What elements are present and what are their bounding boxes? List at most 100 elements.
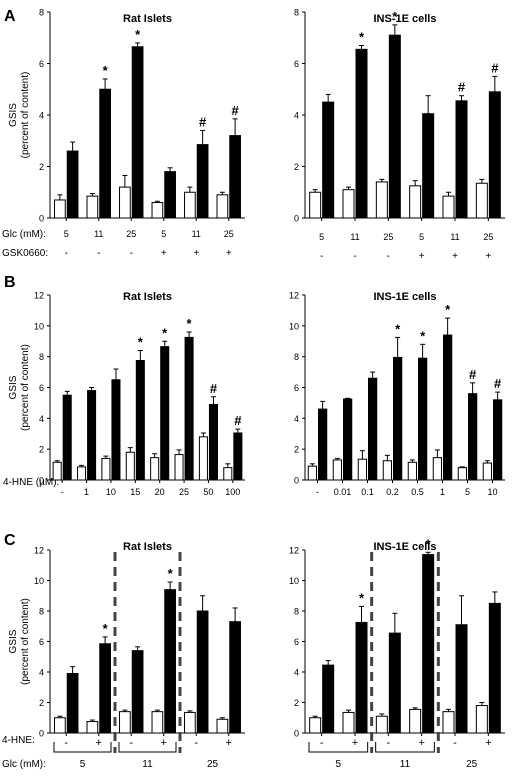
chart-b-left: Rat Islets 0 2 4 6 8 10 12 GSIS (percent of conte… <box>8 291 245 497</box>
y-tick-label: 8 <box>294 352 299 362</box>
significance-star: * <box>103 63 109 78</box>
hne-value: + <box>352 737 358 749</box>
bar-black <box>160 346 170 481</box>
significance-star: * <box>359 29 365 44</box>
gsk-value: - <box>65 248 68 259</box>
bar-white <box>223 467 233 481</box>
significance-star: * <box>103 621 109 636</box>
bar-white <box>442 711 455 734</box>
bar-black <box>62 394 72 481</box>
bar-black <box>488 91 501 219</box>
y-axis-label: (percent of content) <box>20 344 31 431</box>
y-tick-label: 10 <box>34 321 44 331</box>
c-hne-label: 4-HNE: <box>2 735 35 746</box>
bar-black <box>164 171 176 219</box>
glc-group-label: 25 <box>207 759 219 770</box>
significance-star: * <box>138 335 144 350</box>
bar-white <box>151 711 164 734</box>
y-tick-label: 4 <box>294 414 299 424</box>
chart-title: Rat Islets <box>123 291 172 303</box>
bar-white <box>475 182 488 219</box>
significance-star: * <box>135 27 141 42</box>
gsk-value: - <box>353 251 356 262</box>
y-tick-label: 8 <box>294 607 299 617</box>
y-tick-label: 6 <box>294 383 299 393</box>
significance-star: * <box>420 328 426 343</box>
bar-black <box>322 101 335 219</box>
bar-white <box>86 721 99 734</box>
bar-white <box>198 436 208 481</box>
bar-black <box>131 650 144 734</box>
bar-white <box>101 457 111 481</box>
significance-star: * <box>445 302 451 317</box>
a-glc-label: Glc (mM): <box>2 229 46 240</box>
glc-value: 25 <box>483 232 493 242</box>
bar-black <box>422 113 435 219</box>
y-tick-label: 4 <box>294 668 299 678</box>
chart-title: INS-1E cells <box>374 13 437 25</box>
chart-c-right: INS-1E cells 0 2 4 6 8 10 12 * * - + - + - +5 11 25 <box>289 536 505 770</box>
y-tick-label: 0 <box>294 476 299 486</box>
y-tick-label: 4 <box>39 414 44 424</box>
glc-value: 5 <box>419 232 424 242</box>
bar-black <box>318 408 328 481</box>
bar-white <box>86 195 99 219</box>
significance-star: * <box>392 9 398 24</box>
significance-star: * <box>359 590 365 605</box>
group-bracket <box>118 742 177 753</box>
c-row-labels: 4-HNE: Glc (mM): <box>2 735 46 770</box>
significance-hash: # <box>469 367 477 382</box>
hne-value: - <box>453 737 457 749</box>
bar-white <box>309 191 322 219</box>
x-tick-label: 10 <box>106 487 116 497</box>
y-tick-label: 0 <box>294 214 299 224</box>
bar-white <box>407 461 417 481</box>
bar-white <box>54 717 66 734</box>
bar-white <box>174 454 184 481</box>
bar-black <box>418 357 428 481</box>
y-tick-label: 6 <box>39 637 44 647</box>
x-tick-label: 10 <box>487 487 497 497</box>
x-tick-label: 5 <box>465 487 470 497</box>
bar-black <box>443 334 453 481</box>
bar-black <box>229 621 241 734</box>
significance-hash: # <box>458 80 466 95</box>
chart-c-left: Rat Islets 0 2 4 6 8 10 12 GSIS (percent of conte… <box>8 541 245 770</box>
bar-black <box>455 624 468 734</box>
bar-white <box>184 191 196 219</box>
hne-value: + <box>418 737 424 749</box>
y-tick-label: 6 <box>294 637 299 647</box>
x-tick-label: - <box>61 487 64 497</box>
bar-black <box>131 46 144 219</box>
bar-white <box>457 467 467 481</box>
bar-white <box>442 195 455 219</box>
chart-title: Rat Islets <box>123 13 172 25</box>
y-axis-label: (percent of content) <box>20 72 31 159</box>
y-tick-label: 8 <box>39 607 44 617</box>
hne-value: + <box>161 737 167 749</box>
glc-value: 11 <box>450 232 459 242</box>
bar-white <box>184 711 196 734</box>
y-tick-label: 12 <box>34 546 44 556</box>
bar-white <box>409 185 422 219</box>
bar-white <box>77 466 87 481</box>
bar-black <box>393 356 403 481</box>
y-tick-label: 2 <box>294 698 299 708</box>
bar-black <box>87 390 97 481</box>
y-tick-label: 2 <box>294 445 299 455</box>
bar-white <box>119 711 131 734</box>
hne-value: - <box>320 737 324 749</box>
y-tick-label: 8 <box>294 8 299 18</box>
y-tick-label: 8 <box>39 352 44 362</box>
y-tick-label: 6 <box>294 59 299 69</box>
y-tick-label: 0 <box>39 214 44 224</box>
glc-value: 11 <box>192 229 201 239</box>
y-axis-label: (percent of content) <box>20 598 31 685</box>
x-tick-label: 0.01 <box>334 487 352 497</box>
significance-hash: # <box>231 103 239 118</box>
glc-group-label: 5 <box>336 759 342 770</box>
panel-letter-b: B <box>4 274 16 291</box>
bar-black <box>196 144 209 219</box>
